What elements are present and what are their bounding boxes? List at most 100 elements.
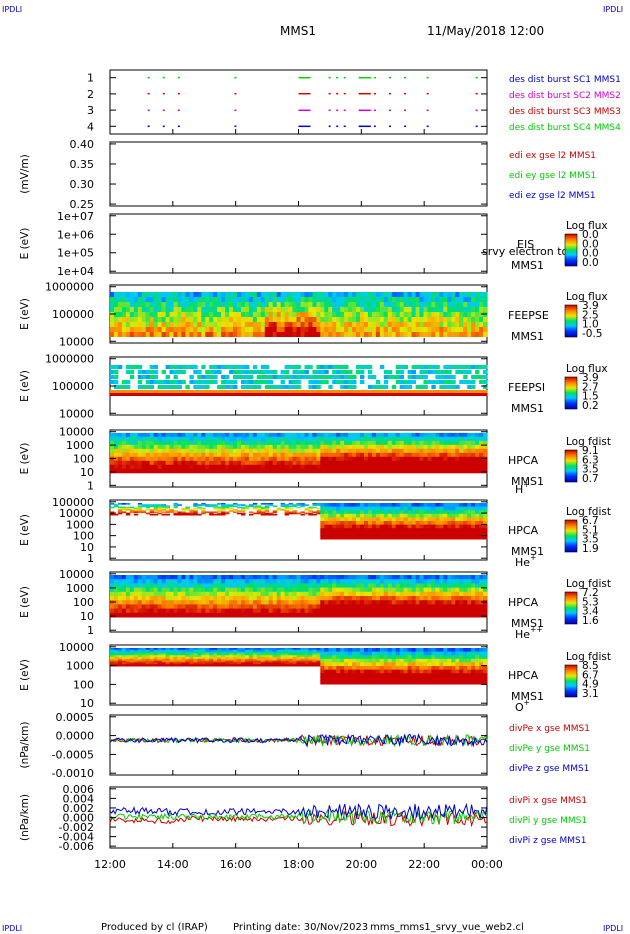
spectrogram-cell <box>145 370 151 374</box>
spectrogram-cell <box>149 510 155 512</box>
spectrogram-cell <box>292 292 297 297</box>
spectrogram-cell <box>300 370 305 374</box>
spectrogram-cell <box>371 302 377 307</box>
spectrogram-cell <box>395 583 401 589</box>
colorbar <box>564 591 578 625</box>
spectrogram-cell <box>352 535 357 540</box>
spectrogram-cell <box>284 468 289 474</box>
spectrogram-cell <box>471 608 476 614</box>
spectrogram-cell <box>133 513 139 516</box>
y-tick-label: 1000 <box>66 439 94 452</box>
spectrogram-cell <box>304 302 309 307</box>
spectrogram-cell <box>467 531 472 536</box>
spectrogram-cell <box>145 575 151 580</box>
spectrogram-cell <box>225 651 230 654</box>
spectrogram-cell <box>300 312 305 317</box>
spectrogram-cell <box>296 448 301 454</box>
spectrogram-cell <box>403 658 409 663</box>
spectrogram-cell <box>439 503 444 508</box>
spectrogram-cell <box>375 651 381 656</box>
spectrogram-cell <box>280 456 285 462</box>
spectrogram-cell <box>435 452 440 458</box>
spectrogram-cell <box>483 448 488 454</box>
spectrogram-cell <box>129 468 135 474</box>
spectrogram-cell <box>117 390 123 393</box>
spectrogram-cell <box>356 600 361 605</box>
spectrogram-cell <box>308 662 313 665</box>
spectrogram-cell <box>137 365 143 369</box>
spectrogram-cell <box>403 676 409 681</box>
spectrogram-cell <box>423 302 428 307</box>
spectrogram-cell <box>149 292 155 297</box>
spectrogram-cell <box>403 510 409 515</box>
spectrogram-cell <box>268 332 274 337</box>
spectrogram-cell <box>451 390 456 393</box>
spectrogram-cell <box>288 651 293 654</box>
spectrogram-cell <box>244 505 250 508</box>
spectrogram-cell <box>141 317 147 322</box>
spectrogram-cell <box>320 380 325 384</box>
spectrogram-cell <box>217 608 222 614</box>
spectrogram-cell <box>435 448 440 454</box>
spectrogram-cell <box>427 448 432 454</box>
spectrogram-cell <box>407 322 412 327</box>
spectrogram-cell <box>189 596 194 601</box>
spectrogram-cell <box>387 292 393 297</box>
spectrogram-cell <box>244 380 250 384</box>
spectrogram-cell <box>451 608 456 614</box>
spectrogram-cell <box>181 297 186 302</box>
spectrogram-cell <box>241 504 246 506</box>
spectrogram-cell <box>181 591 186 597</box>
spectrogram-cell <box>431 385 436 389</box>
spectrogram-cell <box>356 513 361 518</box>
spectrogram-cell <box>161 653 166 656</box>
spectrogram-cell <box>141 452 147 458</box>
spectrogram-cell <box>451 385 456 389</box>
spectrogram-cell <box>352 297 357 302</box>
spectrogram-cell <box>177 460 182 466</box>
spectrogram-cell <box>237 448 242 454</box>
spectrogram-cell <box>407 604 412 610</box>
spectrogram-cell <box>177 468 182 474</box>
spectrogram-cell <box>332 591 337 597</box>
spectrogram-cell <box>233 509 238 511</box>
spectrogram-cell <box>395 464 401 470</box>
spectrogram-cell <box>435 596 440 601</box>
spectrogram-cell <box>205 655 210 658</box>
spectrogram-cell <box>229 660 234 663</box>
spectrogram-cell <box>407 452 412 458</box>
y-axis-label: E (eV) <box>19 514 31 546</box>
spectrogram-cell <box>360 669 365 674</box>
spectrogram-cell <box>383 510 389 515</box>
spectrogram-cell <box>189 649 194 653</box>
spectrogram-cell <box>435 521 440 526</box>
spectrogram-cell <box>189 657 194 660</box>
spectrogram-cell <box>205 375 210 379</box>
spectrogram-cell <box>435 440 440 446</box>
spectrogram-cell <box>284 513 289 516</box>
spectrogram-cell <box>431 432 436 438</box>
spectrogram-cell <box>177 370 182 374</box>
spectrogram-cell <box>312 583 317 589</box>
spectrogram-cell <box>145 664 151 667</box>
spectrogram-cell <box>415 517 420 522</box>
spectrogram-cell <box>356 440 361 446</box>
spectrogram-cell <box>260 365 266 369</box>
spectrogram-cell <box>435 464 440 470</box>
spectrogram-cell <box>463 608 468 614</box>
spectrogram-cell <box>129 664 135 667</box>
spectrogram-cell <box>137 612 143 618</box>
spectrogram-cell <box>328 587 333 593</box>
spectrogram-cell <box>391 503 397 508</box>
spectrogram-cell <box>264 660 270 663</box>
spectrogram-cell <box>114 505 119 508</box>
spectrogram-cell <box>252 432 258 438</box>
spectrogram-cell <box>356 604 361 610</box>
spectrogram-cell <box>260 436 266 442</box>
spectrogram-cell <box>471 448 476 454</box>
spectrogram-cell <box>145 600 151 605</box>
spectrogram-cell <box>336 583 341 589</box>
spectrogram-cell <box>391 436 397 442</box>
spectrogram-cell <box>292 583 297 589</box>
